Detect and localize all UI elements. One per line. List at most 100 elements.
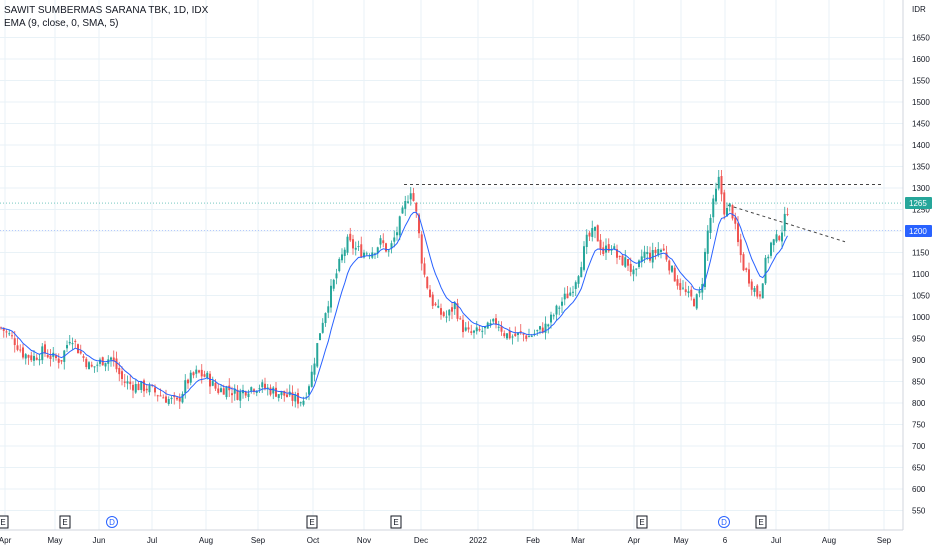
time-axis[interactable]: Apr May Jun Jul Aug Sep Oct Nov Dec 2022 Feb Mar Apr… (0, 529, 903, 545)
time-tick-label: Jul (771, 536, 781, 545)
price-tick-label: 550 (912, 507, 926, 516)
price-tick-label: 750 (912, 421, 926, 430)
candle-body (577, 276, 580, 284)
candle-body (580, 267, 583, 278)
candle-body (354, 247, 357, 250)
candle-body (211, 380, 214, 386)
earnings-marker (0, 515, 9, 529)
candle-body (467, 327, 470, 330)
candle-body (525, 335, 528, 339)
candle-body (739, 239, 742, 256)
candle-body (220, 388, 222, 392)
candle-body (13, 338, 16, 346)
candle-body (385, 243, 387, 252)
candle-body (563, 293, 566, 300)
candle-body (420, 234, 423, 264)
candle-body (412, 193, 415, 201)
candle-body (418, 214, 420, 234)
candle-body (684, 289, 687, 293)
candle-body (8, 333, 11, 335)
candle-body (176, 397, 178, 400)
candle-body (649, 252, 651, 261)
ema-price-tag-bg (905, 225, 932, 237)
candle-body (231, 393, 233, 396)
candle-body (68, 341, 71, 344)
candle-body (753, 288, 756, 292)
time-tick-label: Sep (877, 536, 892, 545)
candle-body (742, 254, 745, 271)
candle-body (159, 395, 162, 397)
candle-body (79, 351, 82, 354)
candle-body (264, 383, 266, 389)
candle-body (90, 364, 93, 367)
candle-body (360, 244, 363, 258)
candle-body (627, 259, 629, 266)
indicator-title[interactable]: EMA (9, close, 0, SMA, 5) (4, 18, 119, 29)
candle-body (123, 381, 126, 383)
candle-body (599, 239, 602, 250)
candle-body (514, 333, 517, 337)
earnings-marker-label: E (309, 518, 314, 527)
candle-body (236, 389, 239, 400)
candle-body (145, 388, 148, 391)
candle-body (643, 251, 646, 258)
time-tick-label: Sep (251, 536, 266, 545)
candle-body (57, 358, 60, 363)
candle-body (453, 302, 456, 310)
candle-body (209, 373, 211, 387)
price-tick-label: 700 (912, 442, 926, 451)
candle-body (242, 390, 244, 394)
candle-body (195, 369, 198, 374)
currency-label: IDR (912, 5, 926, 14)
candle-body (528, 336, 530, 338)
candle-body (382, 240, 385, 244)
candle-body (258, 388, 261, 390)
candle-body (588, 232, 591, 237)
candle-body (775, 234, 778, 242)
price-tick-label: 950 (912, 335, 926, 344)
time-tick-label: Apr (0, 536, 12, 545)
candle-body (129, 381, 132, 385)
candle-body (621, 255, 624, 266)
candle-body (132, 384, 134, 391)
candle-body (693, 298, 695, 307)
candle-body (550, 314, 552, 323)
time-tick-label: Jul (147, 536, 157, 545)
price-axis[interactable]: 550 600 650 700 750 800 850 900 950 1000 1050 1100 1… (902, 0, 932, 530)
candle-body (679, 283, 682, 291)
price-tick-label: 1450 (912, 120, 930, 129)
candle-body (464, 327, 467, 331)
candle-body (277, 394, 280, 398)
candle-body (651, 250, 654, 263)
candle-body (481, 330, 484, 332)
candle-body (640, 256, 643, 262)
candle-body (126, 381, 129, 384)
candle-body (104, 363, 107, 367)
earnings-marker-label: E (639, 518, 644, 527)
candle-body (82, 356, 85, 358)
candle-body (187, 379, 189, 384)
candle-body (239, 391, 242, 401)
time-tick-label: Apr (628, 536, 641, 545)
candle-body (203, 374, 206, 377)
candle-body (671, 265, 673, 272)
candle-body (698, 290, 701, 294)
time-tick-label: Aug (199, 536, 213, 545)
candle-body (393, 237, 396, 242)
price-tick-label: 1050 (912, 292, 930, 301)
candle-body (712, 198, 715, 218)
price-tick-label: 600 (912, 485, 926, 494)
candle-body (297, 392, 299, 404)
candle-body (22, 347, 24, 358)
candle-body (596, 225, 599, 242)
symbol-title[interactable]: SAWIT SUMBERMAS SARANA TBK, 1D, IDX (4, 5, 209, 16)
candle-body (291, 392, 294, 401)
candle-body (115, 358, 118, 370)
candle-body (49, 355, 52, 360)
candle-body (629, 263, 632, 272)
candle-body (415, 202, 418, 212)
candle-body (591, 228, 594, 237)
candle-body (616, 249, 618, 258)
candle-body (781, 232, 783, 242)
